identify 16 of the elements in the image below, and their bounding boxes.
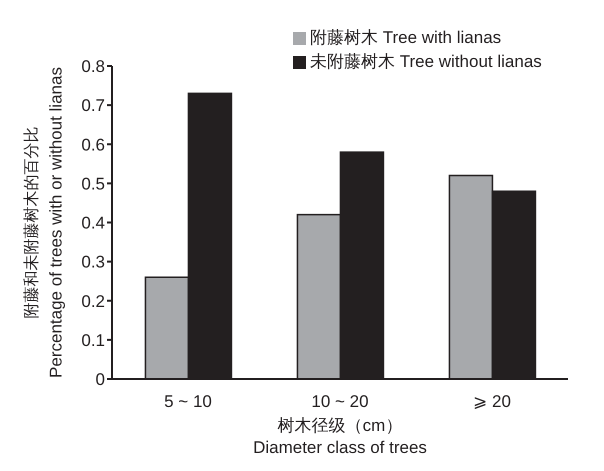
y-tick-label: 0: [96, 370, 105, 390]
x-tick-label: 10 ~ 20: [311, 392, 369, 412]
y-tick-label: 0.2: [81, 292, 105, 311]
legend-label: 附藤树木 Tree with lianas: [310, 28, 502, 47]
legend-label: 未附藤树木 Tree without lianas: [310, 52, 542, 71]
y-tick-label: 0.1: [81, 330, 105, 350]
y-tick-label: 0.7: [81, 96, 105, 116]
x-tick-label: ⩾ 20: [473, 392, 511, 412]
y-tick-label: 0.4: [81, 214, 105, 233]
y-tick-label: 0.8: [81, 57, 105, 76]
y-tick-label: 0.6: [81, 135, 105, 154]
y-axis-title: 附藤和未附藤树木的百分比 Percentage of trees with or without lianas: [22, 67, 66, 378]
y-tick-label: 0.5: [81, 174, 105, 194]
x-axis-title: 树木径级（cm） Diameter class of trees: [253, 416, 427, 457]
x-tick-label: 5 ~ 10: [164, 392, 212, 412]
y-tick-label: 0.3: [81, 252, 105, 272]
